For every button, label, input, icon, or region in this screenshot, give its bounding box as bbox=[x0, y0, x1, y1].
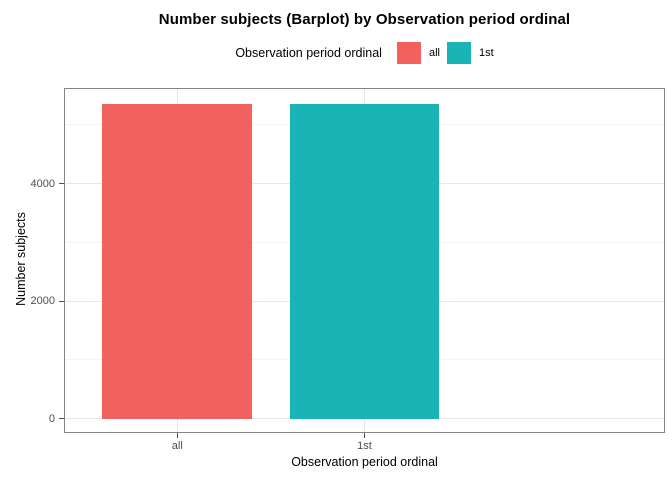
y-tick-label-4000: 4000 bbox=[30, 177, 55, 190]
x-tick-all bbox=[176, 433, 178, 438]
y-axis-title: Number subjects bbox=[14, 212, 28, 306]
y-tick-label-0: 0 bbox=[48, 412, 55, 425]
legend-label-all: all bbox=[428, 47, 440, 59]
legend-title: Observation period ordinal bbox=[235, 46, 382, 60]
chart-title: Number subjects (Barplot) by Observation… bbox=[158, 11, 571, 28]
legend-swatch-all bbox=[396, 42, 421, 64]
bar-1st bbox=[289, 103, 440, 419]
legend-item-1st: 1st bbox=[446, 42, 494, 64]
x-tick-label-all: all bbox=[171, 440, 183, 452]
y-tick-2000 bbox=[59, 300, 64, 302]
y-tick-0 bbox=[59, 418, 64, 419]
legend-label-1st: 1st bbox=[478, 47, 494, 59]
legend: Observation period ordinal all 1st bbox=[57, 41, 672, 65]
y-tick-label-2000: 2000 bbox=[30, 295, 55, 307]
y-tick-4000 bbox=[59, 183, 64, 184]
plot-panel bbox=[64, 88, 665, 433]
legend-item-all: all bbox=[396, 42, 440, 64]
x-tick-label-1st: 1st bbox=[357, 440, 372, 452]
bar-all bbox=[102, 103, 253, 419]
x-tick-1st bbox=[364, 433, 365, 438]
x-axis-title: Observation period ordinal bbox=[291, 455, 438, 469]
legend-swatch-1st bbox=[446, 42, 471, 64]
legend-items: all 1st bbox=[390, 42, 494, 64]
